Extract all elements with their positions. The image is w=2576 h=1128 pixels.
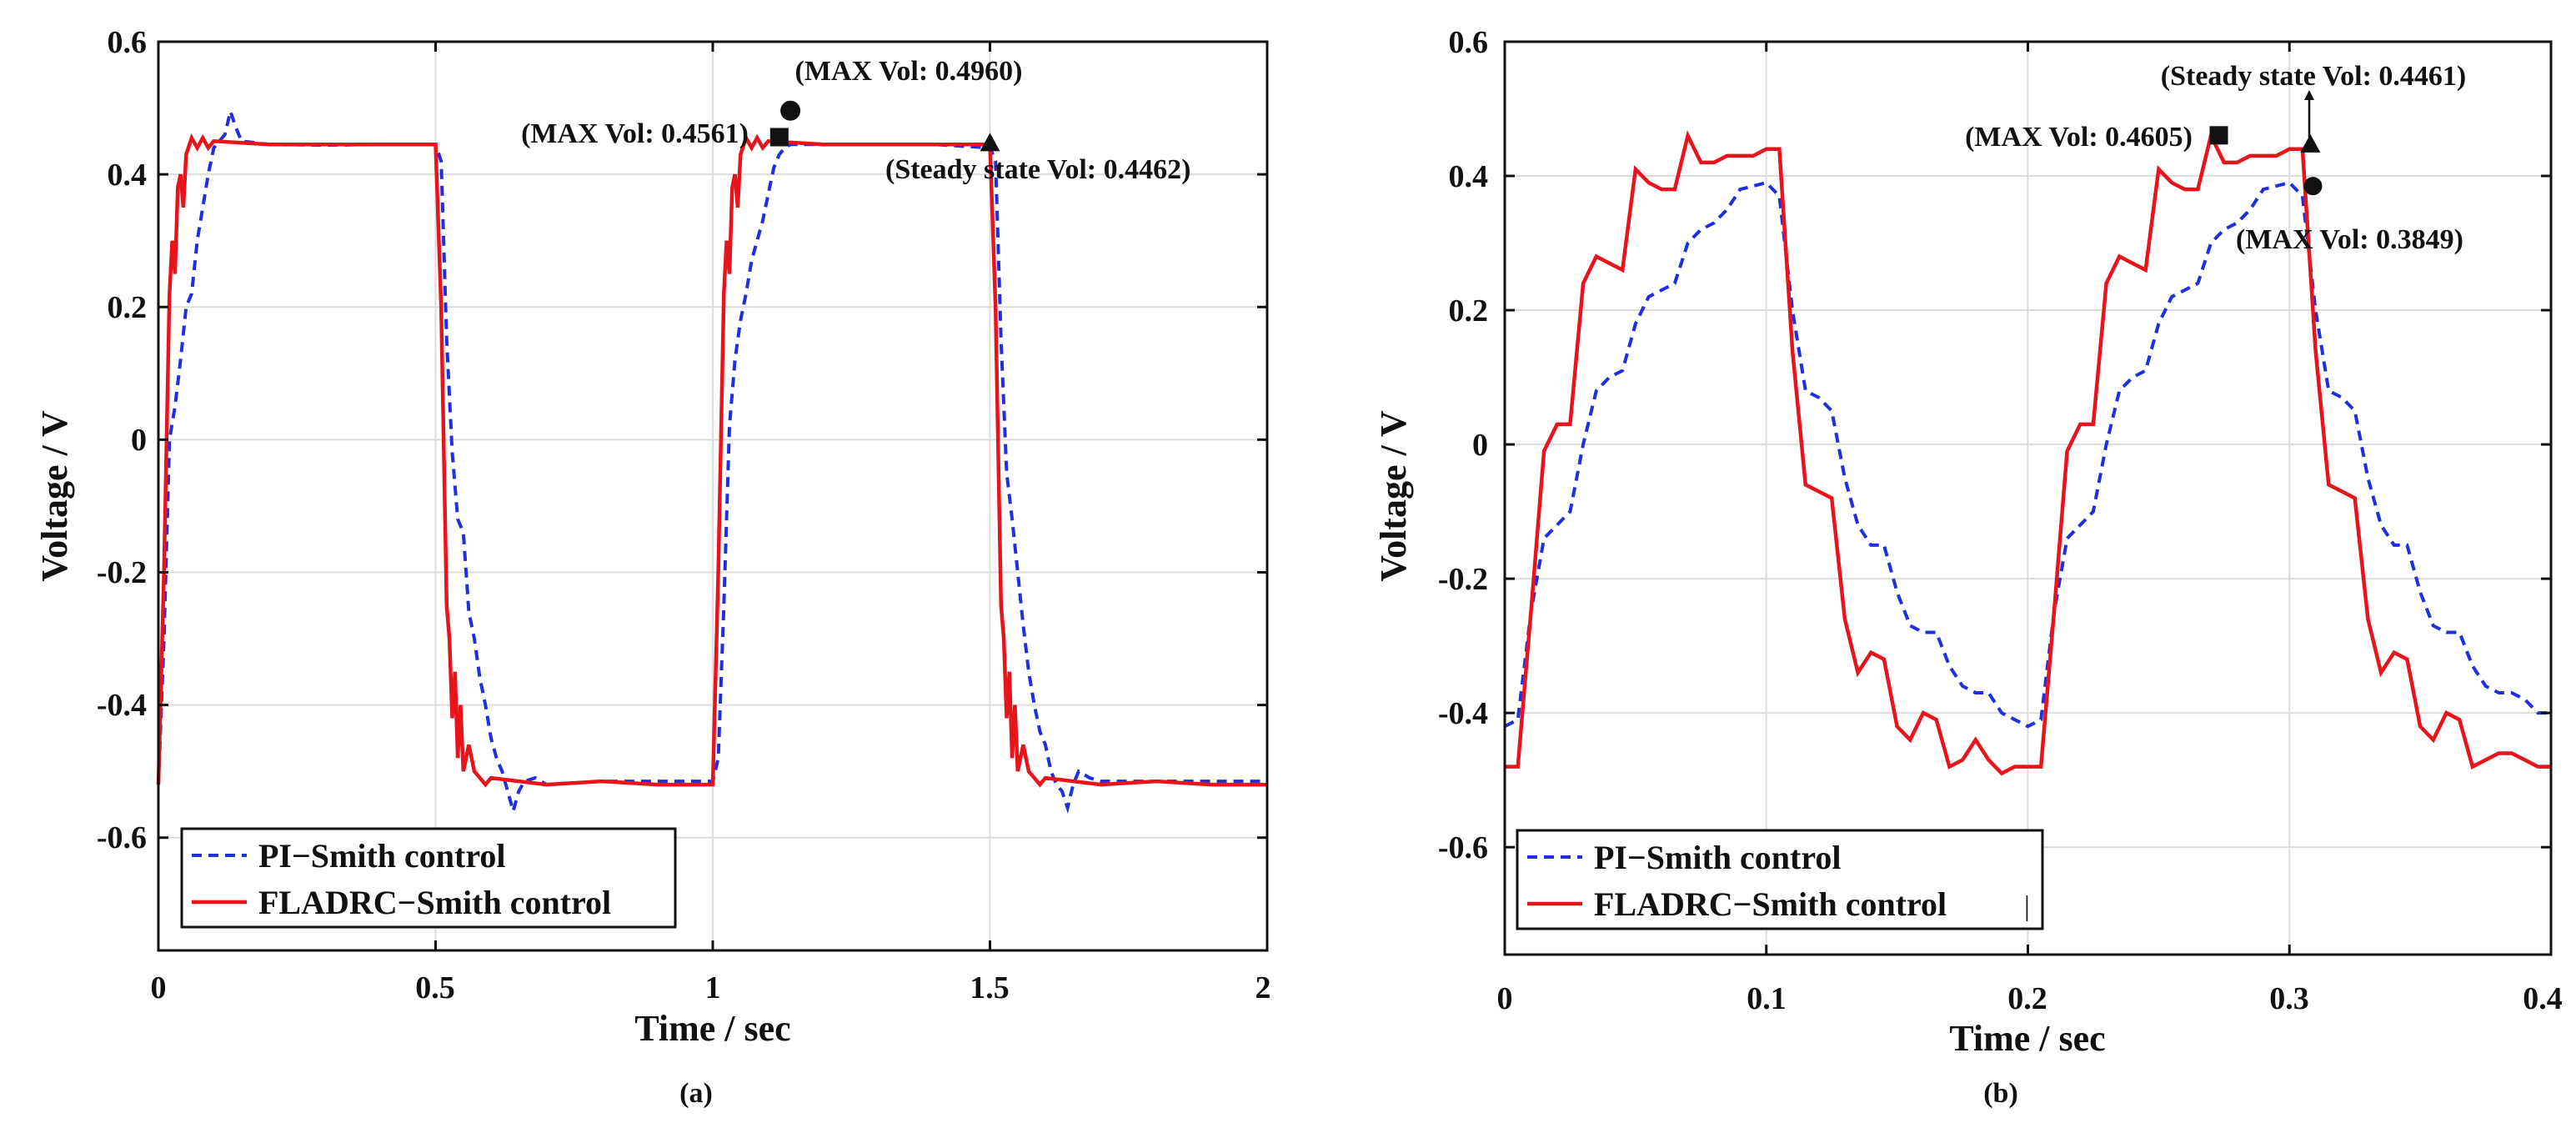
chart-b-series-layer <box>1504 130 2551 776</box>
chart-a-annotation-marker-triangle <box>980 133 1000 152</box>
chart-b: 0 0.1 0.2 0.3 0.4 0.6 0.4 0.2 0 -0.2 -0.… <box>1373 25 2563 1109</box>
chart-b-xtick-label: 0.2 <box>2007 981 2047 1016</box>
chart-a-xtick-label: 2 <box>1255 970 1271 1005</box>
chart-a-legend-label-pi: PI−Smith control <box>258 837 506 875</box>
chart-b-annotation-marker-circle <box>2303 177 2323 196</box>
chart-b-series-fladrc-smith <box>1505 130 2551 776</box>
chart-b-ytick-label: 0 <box>1472 428 1488 463</box>
chart-a-ytick-label: -0.6 <box>97 820 147 855</box>
chart-a-series-fladrc-smith <box>156 133 1267 788</box>
chart-b-legend-box <box>1516 829 2044 930</box>
chart-a-legend-label-fladrc: FLADRC−Smith control <box>258 884 611 921</box>
chart-a-annotation-max-pi: (MAX Vol: 0.4960) <box>795 56 1023 87</box>
chart-b-xtick-label: 0.3 <box>2269 981 2309 1016</box>
chart-b-ytick-label: 0.6 <box>1449 25 1489 60</box>
chart-a-legend: PI−Smith control FLADRC−Smith control <box>180 827 677 929</box>
chart-b-ytick-label: -0.6 <box>1438 830 1488 865</box>
chart-a-legend-box <box>180 827 677 929</box>
chart-a-y-axis-label: Voltage / V <box>34 410 75 582</box>
chart-a-ticks <box>157 40 1269 950</box>
chart-b-ytick-label: -0.4 <box>1438 696 1488 731</box>
chart-a-ytick-label: 0.6 <box>108 25 148 60</box>
chart-b-series-pi-smith <box>1504 180 2551 729</box>
chart-a-series-pi-smith <box>157 105 1267 818</box>
chart-b-xtick-label: 0 <box>1497 981 1513 1016</box>
chart-a: 0 0.5 1 1.5 2 0.6 0.4 0.2 0 -0.2 -0.4 -0… <box>34 25 1271 1109</box>
chart-a-annotation-max-fladrc: (MAX Vol: 0.4561) <box>521 118 749 149</box>
chart-a-ytick-label: 0.2 <box>108 290 148 325</box>
chart-a-ytick-label: 0.4 <box>108 158 148 193</box>
chart-b-legend-extra-mark: | <box>2024 891 2030 922</box>
chart-b-legend-label-fladrc: FLADRC−Smith control <box>1594 885 1947 923</box>
chart-b-annotation-steady-state: (Steady state Vol: 0.4461) <box>2161 61 2466 92</box>
chart-b-xtick-label: 0.1 <box>1747 981 1787 1016</box>
chart-a-xtick-label: 0.5 <box>415 970 455 1005</box>
chart-b-x-axis-label: Time / sec <box>1949 1018 2105 1059</box>
chart-a-xtick-label: 0 <box>151 970 167 1005</box>
chart-b-annotation-marker-triangle <box>2300 133 2321 153</box>
chart-a-xtick-label: 1 <box>705 970 721 1005</box>
chart-b-annotation-marker-square <box>2209 126 2228 145</box>
chart-b-ticks <box>1503 40 2553 955</box>
chart-b-xtick-label: 0.4 <box>2523 981 2563 1016</box>
chart-a-xtick-label: 1.5 <box>970 970 1010 1005</box>
chart-a-annotation-marker-square <box>769 128 789 147</box>
chart-a-series-layer <box>156 105 1267 818</box>
chart-a-ytick-label: 0 <box>131 423 147 458</box>
chart-a-annotation-marker-circle <box>780 100 801 121</box>
chart-b-ytick-label: 0.2 <box>1449 293 1489 328</box>
chart-a-ytick-label: -0.4 <box>97 688 147 723</box>
chart-a-ytick-label: -0.2 <box>97 555 147 590</box>
chart-b-annotation-max-pi: (MAX Vol: 0.3849) <box>2236 224 2463 255</box>
chart-b-ytick-label: 0.4 <box>1449 159 1489 194</box>
chart-b-grid <box>1505 41 2551 955</box>
chart-b-caption: (b) <box>1983 1078 2018 1109</box>
chart-b-annotation-arrowhead <box>2304 90 2314 100</box>
chart-b-ytick-label: -0.2 <box>1438 562 1488 597</box>
chart-a-annotation-steady-state: (Steady state Vol: 0.4462) <box>885 154 1190 185</box>
chart-b-legend-label-pi: PI−Smith control <box>1594 839 1842 876</box>
chart-a-x-axis-label: Time / sec <box>634 1008 790 1049</box>
chart-b-y-axis-label: Voltage / V <box>1373 410 1414 582</box>
chart-a-caption: (a) <box>679 1078 713 1109</box>
chart-b-legend: PI−Smith control FLADRC−Smith control | <box>1516 829 2044 930</box>
chart-b-annotation-max-fladrc: (MAX Vol: 0.4605) <box>1965 122 2193 153</box>
